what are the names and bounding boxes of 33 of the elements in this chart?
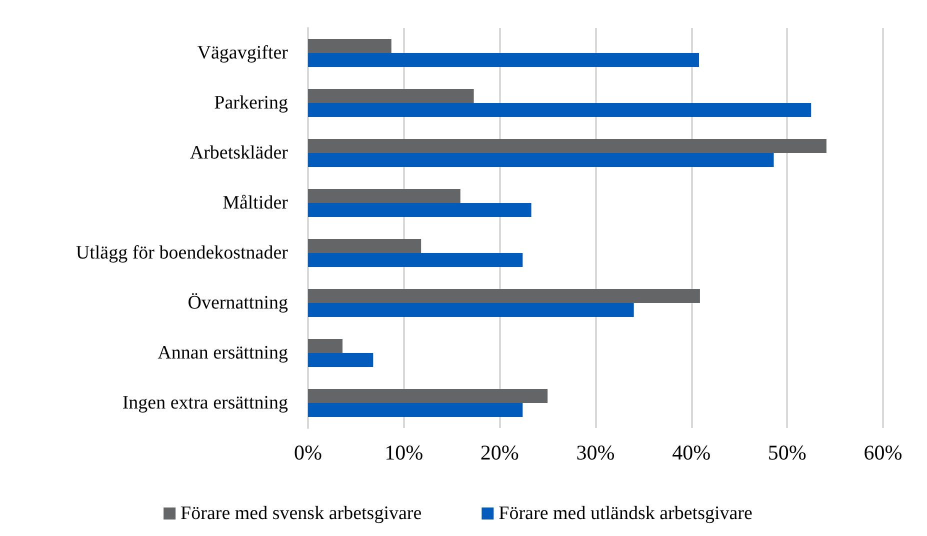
- legend-label: Förare med svensk arbetsgivare: [180, 503, 422, 524]
- x-tick-label: 0%: [294, 440, 322, 464]
- y-tick-label: Arbetskläder: [190, 142, 289, 164]
- bar: [308, 153, 774, 167]
- bar: [308, 89, 474, 103]
- bar: [308, 139, 826, 153]
- bar: [308, 239, 422, 253]
- x-tick-label: 30%: [576, 440, 615, 464]
- y-tick-label: Annan ersättning: [158, 342, 288, 364]
- x-tick-label: 40%: [672, 440, 711, 464]
- bar: [308, 403, 523, 417]
- x-tick-label: 60%: [864, 440, 902, 464]
- bar: [308, 189, 460, 203]
- bar: [308, 389, 548, 403]
- legend-label: Förare med utländsk arbetsgivare: [498, 503, 752, 524]
- y-tick-label: Måltider: [222, 192, 289, 214]
- y-tick-label: Övernattning: [188, 292, 288, 314]
- bar: [308, 203, 532, 217]
- bar: [308, 103, 812, 117]
- bar: [308, 289, 700, 303]
- bar: [308, 303, 634, 317]
- bar: [308, 53, 699, 67]
- bar: [308, 353, 374, 367]
- x-tick-label: 10%: [384, 440, 424, 464]
- bar: [308, 339, 342, 353]
- y-tick-label: Vägavgifter: [197, 42, 289, 64]
- bar: [308, 39, 392, 53]
- x-tick-label: 50%: [768, 440, 806, 464]
- y-tick-label: Ingen extra ersättning: [122, 392, 288, 414]
- bar: [308, 253, 523, 267]
- y-tick-label: Utlägg för boendekostnader: [76, 242, 289, 264]
- x-tick-label: 20%: [480, 440, 519, 464]
- y-tick-label: Parkering: [214, 92, 288, 114]
